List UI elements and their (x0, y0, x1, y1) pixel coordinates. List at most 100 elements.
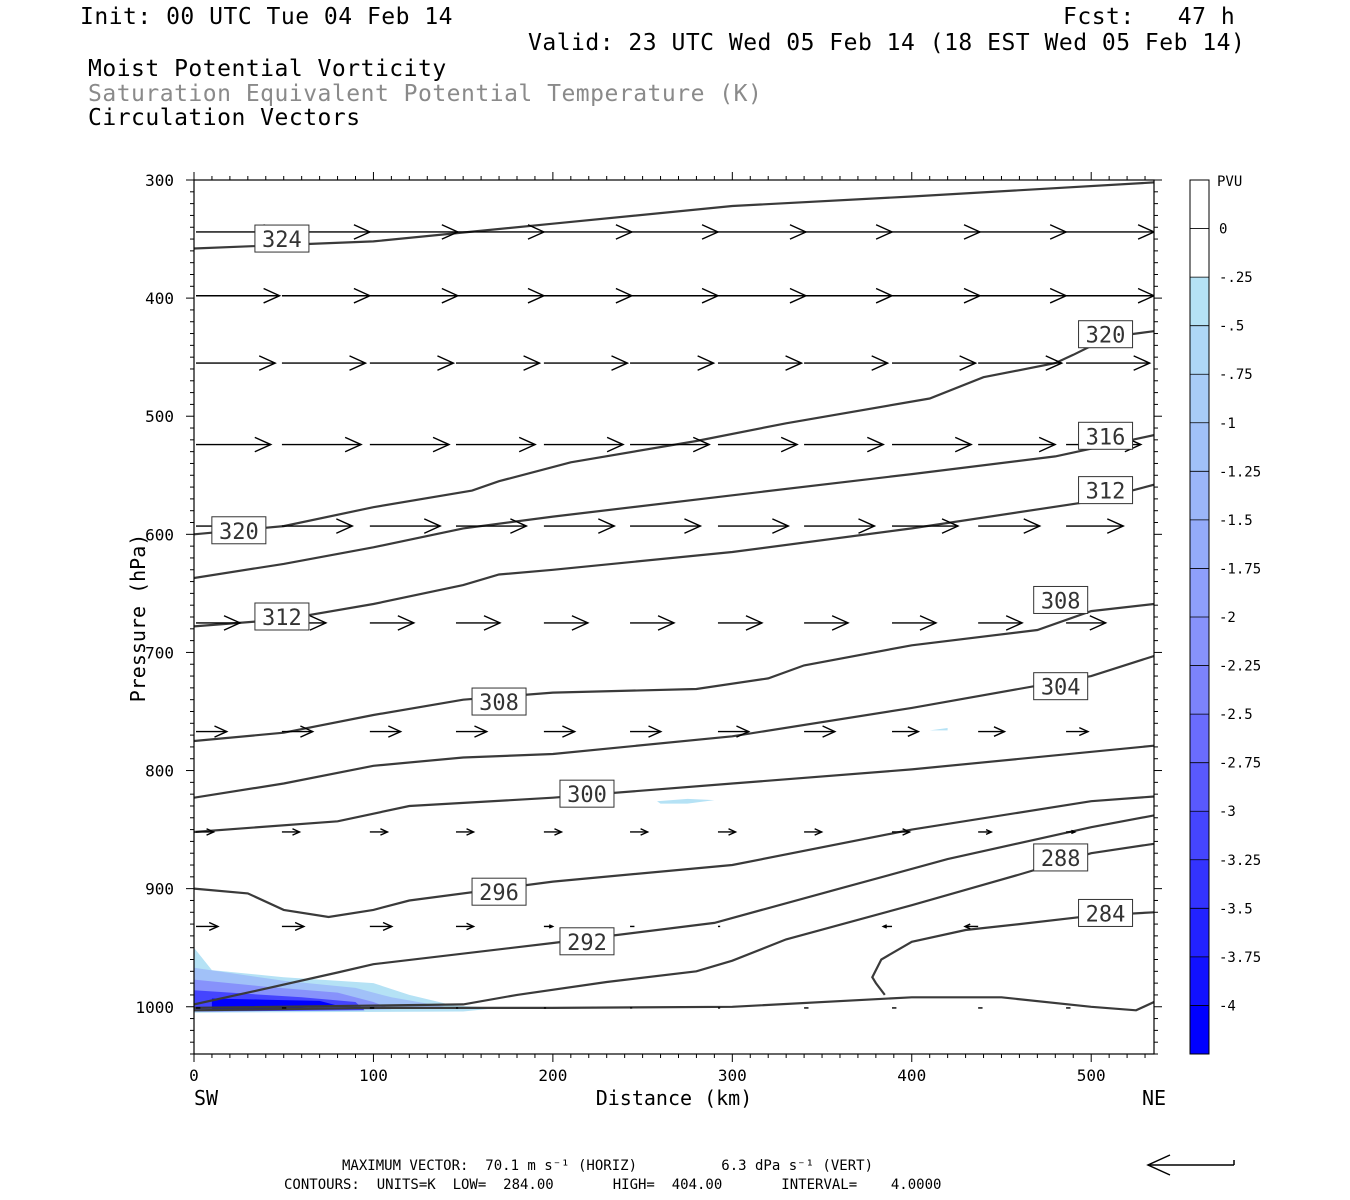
circulation-vectors (196, 224, 1242, 1009)
x-right-end-label: NE (1142, 1086, 1166, 1110)
vector-arrowhead (745, 615, 764, 631)
vector-arrowhead (871, 355, 890, 371)
vector-arrowhead (736, 725, 751, 738)
vector-arrowhead (692, 436, 711, 453)
contour-label: 292 (567, 931, 607, 956)
contour-label-box (559, 927, 615, 956)
contour-label: 316 (1086, 425, 1126, 450)
x-tick-label: 100 (359, 1066, 388, 1085)
vector-arrowhead (349, 355, 368, 371)
colorbar-swatch (1190, 519, 1209, 569)
vector-arrowhead (1089, 615, 1108, 631)
vector-arrowhead (483, 615, 502, 631)
colorbar-label: -4 (1219, 998, 1236, 1014)
vector-arrowhead (523, 355, 542, 371)
vector-arrowhead (1226, 289, 1242, 303)
colorbar-label: -3.5 (1219, 901, 1253, 917)
vector-arrowhead (309, 615, 328, 631)
y-axis-label: Pressure (hPa) (126, 534, 150, 703)
colorbar-label: 0 (1219, 222, 1227, 238)
vector-arrowhead (1137, 287, 1154, 304)
y-tick-label: 500 (145, 407, 174, 426)
colorbar-swatch (1190, 617, 1209, 667)
vector-arrowhead (684, 518, 703, 534)
vector-arrowhead (510, 518, 529, 534)
y-tick-label: 900 (145, 880, 174, 899)
contour-label-box (1033, 843, 1089, 872)
contour-label-box (1033, 672, 1089, 701)
x-tick-label: 300 (718, 1066, 747, 1085)
field-title-pv: Moist Potential Vorticity (88, 56, 447, 82)
pv-shade-region (657, 798, 715, 804)
vector-arrowhead (223, 615, 242, 631)
vector-arrowhead (785, 355, 804, 371)
y-tick-label: 600 (145, 525, 174, 544)
colorbar-swatch (1190, 908, 1209, 958)
contour-label-box (1078, 898, 1134, 927)
vector-arrowhead (814, 828, 824, 836)
vector-arrowhead (474, 725, 489, 738)
vector-arrowhead (466, 922, 476, 931)
colorbar-label: -1.75 (1219, 561, 1261, 577)
vector-arrowhead (263, 287, 282, 304)
contour-label-box (211, 516, 267, 545)
x-tick-label: 400 (897, 1066, 926, 1085)
vector-arrowhead (208, 921, 220, 932)
x-left-end-label: SW (194, 1086, 219, 1110)
theta-contour-line (194, 483, 1154, 628)
reference-vector-arrow (1146, 1154, 1235, 1176)
vector-arrowhead (1226, 225, 1242, 239)
colorbar-swatch (1190, 1005, 1209, 1055)
theta-contour-line (194, 434, 1154, 580)
vector-arrowhead (1045, 355, 1064, 371)
contour-label: 304 (1041, 676, 1081, 701)
colorbar-label: -3.25 (1219, 853, 1261, 869)
vector-arrowhead (640, 828, 650, 836)
max-vector-note: MAXIMUM VECTOR: 70.1 m s⁻¹ (HORIZ) 6.3 d… (342, 1158, 874, 1174)
x-tick-label: 0 (189, 1066, 199, 1085)
colorbar-label: -2.25 (1219, 659, 1261, 675)
pv-shade-region (929, 728, 948, 731)
vector-arrowhead (518, 436, 537, 453)
colorbar-swatch (1190, 325, 1209, 375)
contour-label: 308 (479, 691, 519, 716)
vector-arrowhead (831, 615, 850, 631)
vector-arrowhead (562, 725, 577, 738)
y-tick-label: 300 (145, 171, 174, 190)
vector-arrowhead (1106, 518, 1125, 534)
y-tick-label: 700 (145, 643, 174, 662)
vector-arrowhead (336, 518, 355, 534)
vector-arrowhead (959, 355, 978, 371)
vector-arrowhead (1071, 829, 1077, 835)
vector-arrowhead (598, 518, 617, 534)
vector-arrowhead (954, 436, 973, 453)
colorbar: 0 -.25 -.5 -.75 -1 -1.25 -1.5 -1.75 -2 -2.25 -2.5 -… (1189, 179, 1261, 1055)
colorbar-swatch (1190, 180, 1209, 230)
contour-labels: 324 320 316 312 320 308 312 304 308 300 288 296 284 2… (211, 224, 1134, 956)
vector-arrowhead (907, 726, 921, 737)
colorbar-label: -1.5 (1219, 513, 1253, 529)
contour-label-box (559, 779, 615, 808)
vector-arrowhead (902, 828, 912, 836)
theta-contours (194, 181, 1154, 1012)
vector-arrowhead (294, 921, 306, 932)
init-time: Init: 00 UTC Tue 04 Feb 14 (80, 4, 454, 30)
vector-arrowhead (554, 828, 564, 836)
vector-arrowhead (571, 615, 590, 631)
vector-arrowhead (380, 828, 390, 836)
contour-label: 296 (479, 881, 519, 906)
vector-arrowhead (993, 726, 1007, 737)
theta-contour-line (194, 181, 1154, 250)
contour-label-box (471, 877, 527, 906)
vector-arrowhead (1005, 615, 1024, 631)
colorbar-label: -2.75 (1219, 756, 1261, 772)
colorbar-swatch (1190, 811, 1209, 861)
colorbar-label: -3 (1219, 804, 1236, 820)
colorbar-label: -.75 (1219, 367, 1253, 383)
vector-arrowhead (657, 615, 676, 631)
vector-arrowhead (606, 436, 625, 453)
vector-arrowhead (822, 725, 837, 738)
x-tick-label: 500 (1077, 1066, 1106, 1085)
contour-label-box (254, 602, 310, 631)
vector-arrowhead (466, 828, 476, 836)
